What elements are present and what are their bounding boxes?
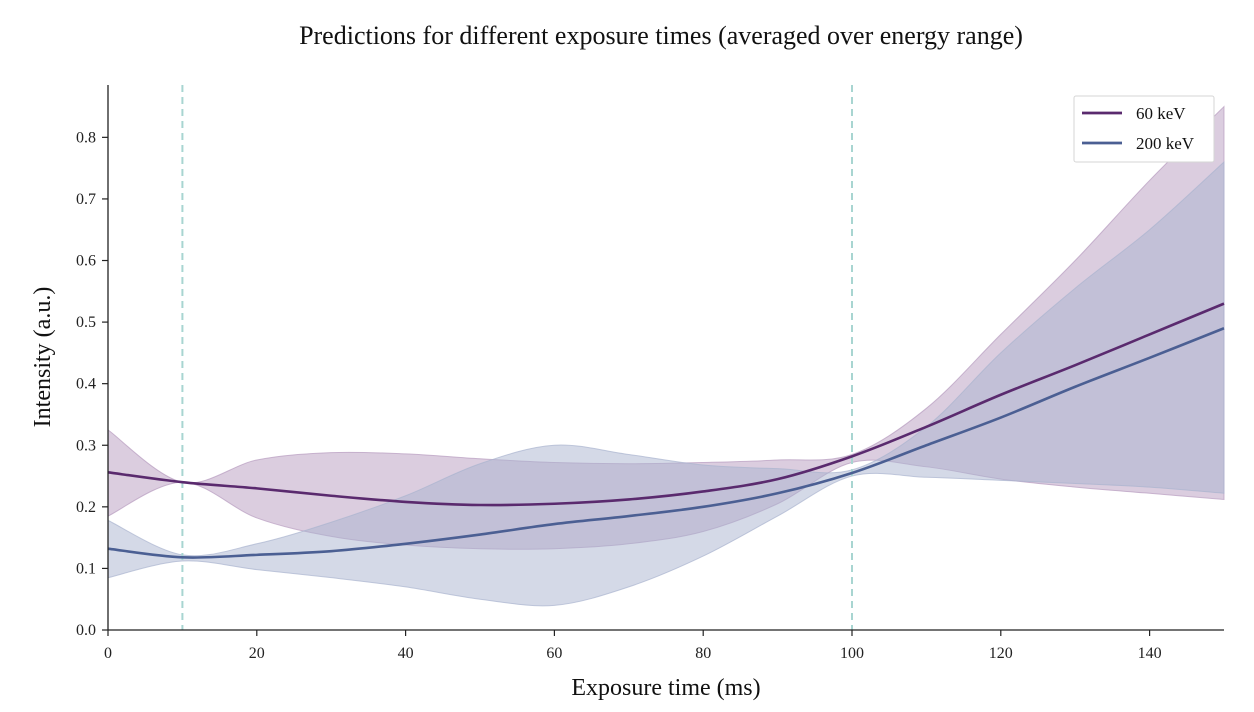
y-axis-label: Intensity (a.u.) bbox=[30, 287, 56, 428]
line-60kev bbox=[107, 302, 1225, 507]
x-tick-label: 60 bbox=[546, 645, 562, 662]
y-tick-label: 0.4 bbox=[76, 376, 96, 393]
legend-label-200kev: 200 keV bbox=[1136, 134, 1195, 153]
y-tick-label: 0.3 bbox=[76, 437, 96, 454]
axes bbox=[107, 85, 1224, 631]
legend: 60 keV 200 keV bbox=[1073, 95, 1215, 163]
chart-title: Predictions for different exposure times… bbox=[299, 21, 1023, 50]
y-tick-label: 0.0 bbox=[76, 622, 96, 639]
x-tick-label: 120 bbox=[989, 645, 1013, 662]
y-tick-label: 0.7 bbox=[76, 191, 96, 208]
x-tick-label: 100 bbox=[840, 645, 864, 662]
y-tick-label: 0.6 bbox=[76, 253, 96, 270]
line-200kev bbox=[107, 327, 1225, 559]
reference-lines bbox=[181, 85, 853, 630]
x-tick-label: 0 bbox=[104, 645, 112, 662]
x-tick-label: 80 bbox=[695, 645, 711, 662]
y-tick-label: 0.1 bbox=[76, 560, 96, 577]
y-tick-label: 0.2 bbox=[76, 499, 96, 516]
y-ticks: 0.0 0.1 0.2 0.3 0.4 0.5 0.6 0.7 0.8 bbox=[76, 129, 108, 639]
legend-label-60kev: 60 keV bbox=[1136, 104, 1186, 123]
confidence-bands bbox=[107, 105, 1225, 607]
y-tick-label: 0.8 bbox=[76, 129, 96, 146]
x-tick-label: 20 bbox=[249, 645, 265, 662]
series-lines bbox=[107, 302, 1225, 559]
band-200kev bbox=[107, 160, 1225, 607]
x-tick-label: 140 bbox=[1138, 645, 1162, 662]
x-axis-label: Exposure time (ms) bbox=[571, 675, 760, 701]
x-ticks: 0 20 40 60 80 100 120 140 bbox=[104, 630, 1162, 662]
y-tick-label: 0.5 bbox=[76, 314, 96, 331]
x-tick-label: 40 bbox=[398, 645, 414, 662]
